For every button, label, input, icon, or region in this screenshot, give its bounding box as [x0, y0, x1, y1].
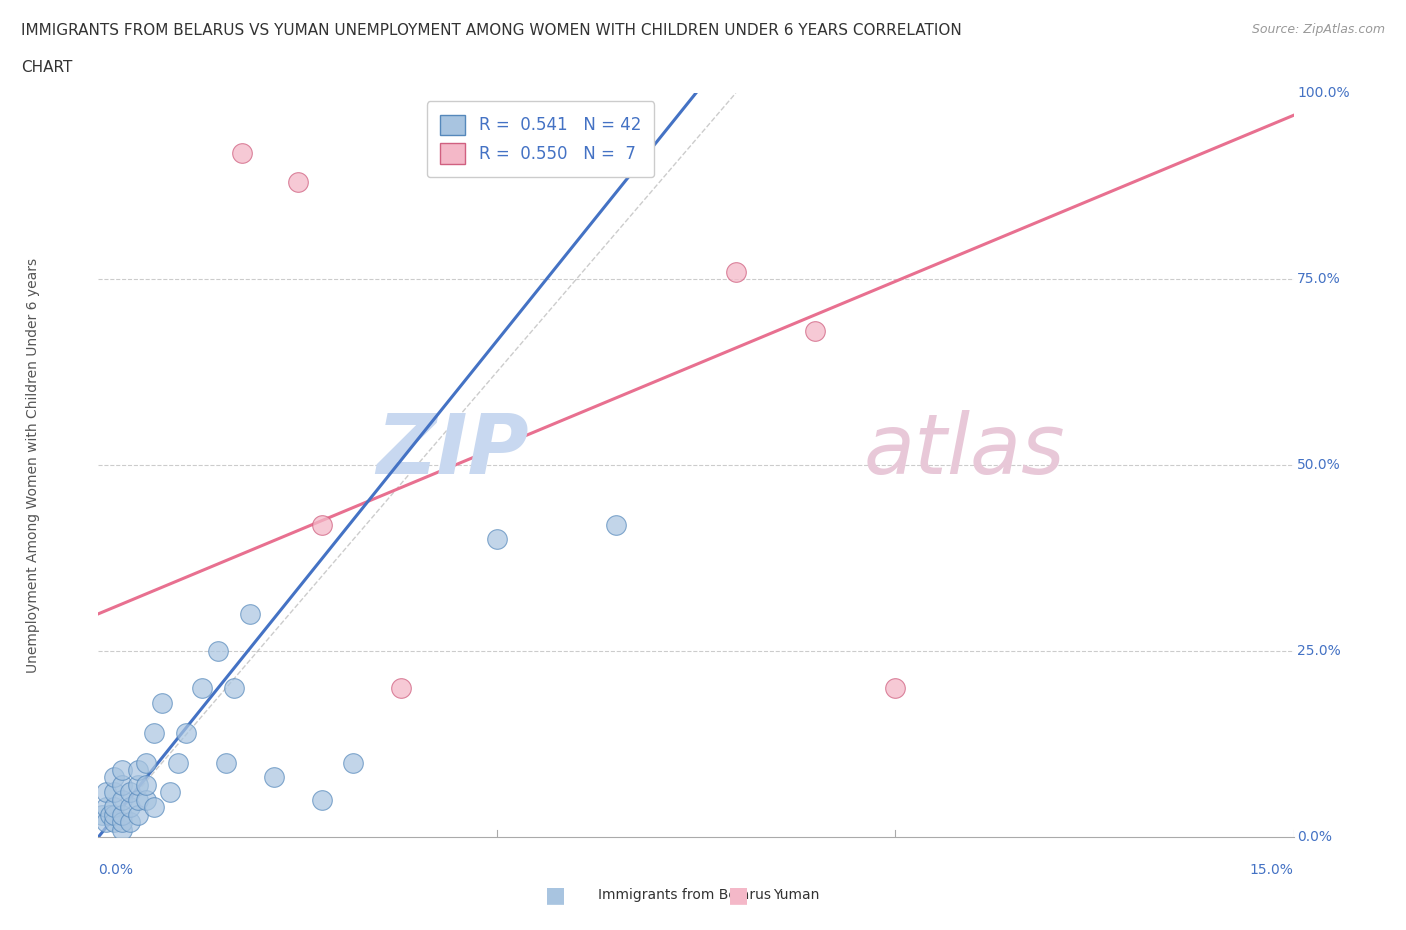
Text: 25.0%: 25.0% [1298, 644, 1341, 658]
Point [143, 800, 166, 815]
Point [167, 755, 190, 770]
Point [143, 725, 166, 740]
Point [120, 785, 142, 800]
Point [804, 324, 827, 339]
Point [98, 807, 122, 822]
Text: 0.0%: 0.0% [98, 863, 134, 877]
Point [311, 517, 333, 532]
Point [135, 777, 157, 792]
Point [342, 755, 364, 770]
Text: 0.0%: 0.0% [1298, 830, 1331, 844]
Point [191, 681, 214, 696]
Point [239, 606, 262, 621]
Point [231, 145, 253, 160]
Point [485, 532, 508, 547]
Point [884, 681, 907, 696]
Point [111, 815, 134, 830]
Text: CHART: CHART [21, 60, 73, 75]
Text: Source: ZipAtlas.com: Source: ZipAtlas.com [1251, 23, 1385, 36]
Text: atlas: atlas [863, 409, 1064, 491]
Point [207, 644, 229, 658]
Text: ■: ■ [546, 884, 565, 905]
Point [127, 763, 149, 777]
Point [103, 807, 125, 822]
Point [215, 755, 238, 770]
Text: Immigrants from Belarus: Immigrants from Belarus [598, 887, 770, 902]
Text: 75.0%: 75.0% [1298, 272, 1341, 286]
Point [263, 770, 285, 785]
Point [111, 792, 134, 807]
Point [724, 264, 747, 279]
Point [389, 681, 412, 696]
Point [96, 785, 118, 800]
Text: 50.0%: 50.0% [1298, 458, 1341, 472]
Text: 100.0%: 100.0% [1298, 86, 1350, 100]
Point [311, 792, 333, 807]
Point [135, 755, 157, 770]
Point [605, 517, 627, 532]
Point [103, 785, 125, 800]
Point [120, 815, 142, 830]
Point [127, 807, 149, 822]
Point [222, 681, 245, 696]
Point [111, 763, 134, 777]
Text: 15.0%: 15.0% [1250, 863, 1294, 877]
Point [111, 822, 134, 837]
Text: ■: ■ [728, 884, 748, 905]
Point [287, 175, 309, 190]
Point [111, 807, 134, 822]
Point [103, 800, 125, 815]
Text: IMMIGRANTS FROM BELARUS VS YUMAN UNEMPLOYMENT AMONG WOMEN WITH CHILDREN UNDER 6 : IMMIGRANTS FROM BELARUS VS YUMAN UNEMPLO… [21, 23, 962, 38]
Point [127, 777, 149, 792]
Text: Yuman: Yuman [773, 887, 820, 902]
Point [96, 815, 118, 830]
Point [159, 785, 181, 800]
Point [174, 725, 197, 740]
Point [103, 770, 125, 785]
Point [120, 800, 142, 815]
Point [150, 696, 173, 711]
Point [127, 792, 149, 807]
Point [111, 777, 134, 792]
Legend: R =  0.541   N = 42, R =  0.550   N =  7: R = 0.541 N = 42, R = 0.550 N = 7 [427, 101, 654, 177]
Text: Unemployment Among Women with Children Under 6 years: Unemployment Among Women with Children U… [25, 258, 39, 672]
Point [135, 792, 157, 807]
Point [103, 815, 125, 830]
Point [96, 800, 118, 815]
Text: ZIP: ZIP [375, 409, 529, 491]
Point [91, 807, 114, 822]
